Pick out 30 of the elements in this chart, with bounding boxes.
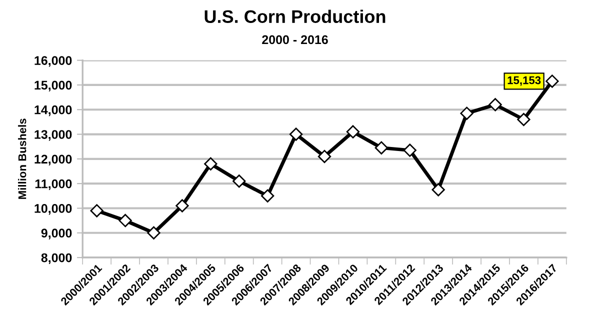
point: [403, 144, 416, 157]
y-tick-label: 12,000: [34, 154, 72, 166]
y-tick-label: 8,000: [41, 253, 72, 264]
point: [90, 204, 104, 218]
chart-title: U.S. Corn Production: [204, 10, 386, 23]
point: [432, 183, 445, 196]
point: [546, 74, 559, 88]
point: [488, 98, 502, 112]
y-tick-label: 16,000: [34, 56, 72, 67]
point: [318, 150, 332, 164]
y-tick-label: 15,000: [34, 80, 72, 92]
data-label: 15,153: [508, 76, 541, 86]
y-tick-label: 11,000: [35, 179, 72, 190]
point: [289, 128, 303, 141]
y-tick-label: 10,000: [34, 204, 72, 215]
point: [176, 199, 189, 212]
y-axis-title: Million Bushels: [18, 118, 26, 199]
chart-subtitle: 2000 - 2016: [262, 35, 328, 44]
point: [374, 141, 388, 154]
point: [232, 174, 246, 188]
point: [517, 112, 530, 126]
point: [204, 157, 218, 170]
y-tick-label: 9,000: [41, 228, 72, 240]
y-tick-label: 13,000: [34, 130, 72, 141]
point: [118, 214, 132, 228]
point: [346, 125, 360, 138]
point: [460, 106, 474, 120]
point: [147, 226, 160, 240]
point: [260, 189, 274, 202]
y-tick-label: 14,000: [34, 105, 72, 116]
